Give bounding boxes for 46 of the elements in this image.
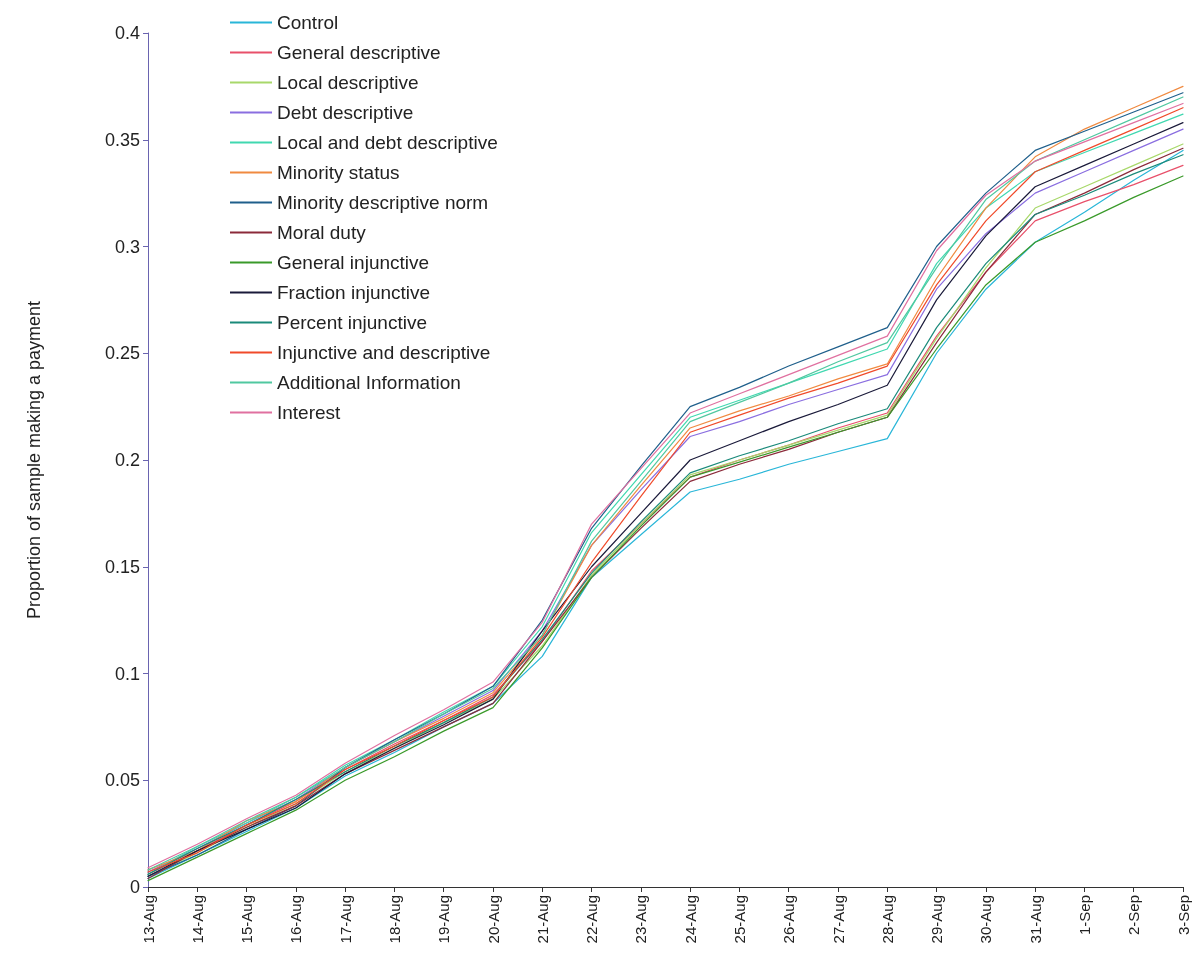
x-tick-label: 13-Aug — [139, 895, 157, 944]
y-tick-label: 0.3 — [114, 236, 140, 257]
legend-label: Percent injunctive — [277, 312, 427, 333]
legend-label: Minority descriptive norm — [277, 192, 489, 213]
legend-label: Local and debt descriptive — [277, 132, 498, 153]
y-tick-label: 0.25 — [104, 343, 140, 364]
legend-label: Fraction injunctive — [277, 282, 431, 303]
legend-label: Local descriptive — [277, 72, 419, 93]
legend-label: Interest — [277, 402, 342, 423]
y-tick-label: 0.1 — [114, 663, 140, 684]
x-tick-label: 2-Sep — [1125, 895, 1143, 936]
x-tick-label: 19-Aug — [435, 895, 453, 944]
y-tick-label: 0.4 — [114, 23, 140, 43]
y-tick-label: 0.35 — [104, 129, 140, 150]
legend-label: Moral duty — [277, 222, 367, 243]
y-tick-label: 0.15 — [104, 556, 140, 577]
legend-label: General descriptive — [277, 42, 441, 63]
x-tick-label: 1-Sep — [1075, 895, 1093, 936]
x-tick-label: 21-Aug — [533, 895, 551, 944]
x-tick-label: 16-Aug — [287, 895, 305, 944]
legend-label: Control — [277, 12, 339, 33]
x-tick-label: 23-Aug — [632, 895, 650, 944]
y-tick-label: 0 — [129, 877, 140, 897]
y-tick-label: 0.05 — [104, 770, 140, 791]
x-tick-label: 26-Aug — [780, 895, 798, 944]
x-tick-label: 15-Aug — [238, 895, 256, 944]
y-tick-label: 0.2 — [114, 450, 140, 470]
legend-label: Minority status — [277, 162, 400, 183]
x-tick-label: 17-Aug — [336, 895, 354, 944]
x-tick-label: 31-Aug — [1026, 895, 1044, 944]
legend-label: Additional Information — [277, 372, 461, 393]
x-tick-label: 14-Aug — [188, 895, 206, 944]
x-tick-label: 24-Aug — [681, 895, 699, 944]
x-tick-label: 25-Aug — [730, 895, 748, 944]
x-tick-label: 29-Aug — [928, 895, 946, 944]
x-tick-label: 18-Aug — [385, 895, 403, 944]
legend-label: Injunctive and descriptive — [277, 342, 491, 363]
y-axis-title: Proportion of sample making a payment — [24, 300, 44, 620]
x-tick-label: 30-Aug — [977, 895, 995, 944]
x-tick-label: 3-Sep — [1174, 895, 1192, 936]
x-tick-label: 27-Aug — [829, 895, 847, 944]
x-tick-label: 28-Aug — [878, 895, 896, 944]
x-tick-label: 20-Aug — [484, 895, 502, 944]
legend-label: Debt descriptive — [277, 102, 414, 123]
legend-label: General injunctive — [277, 252, 430, 273]
x-tick-label: 22-Aug — [583, 895, 601, 944]
